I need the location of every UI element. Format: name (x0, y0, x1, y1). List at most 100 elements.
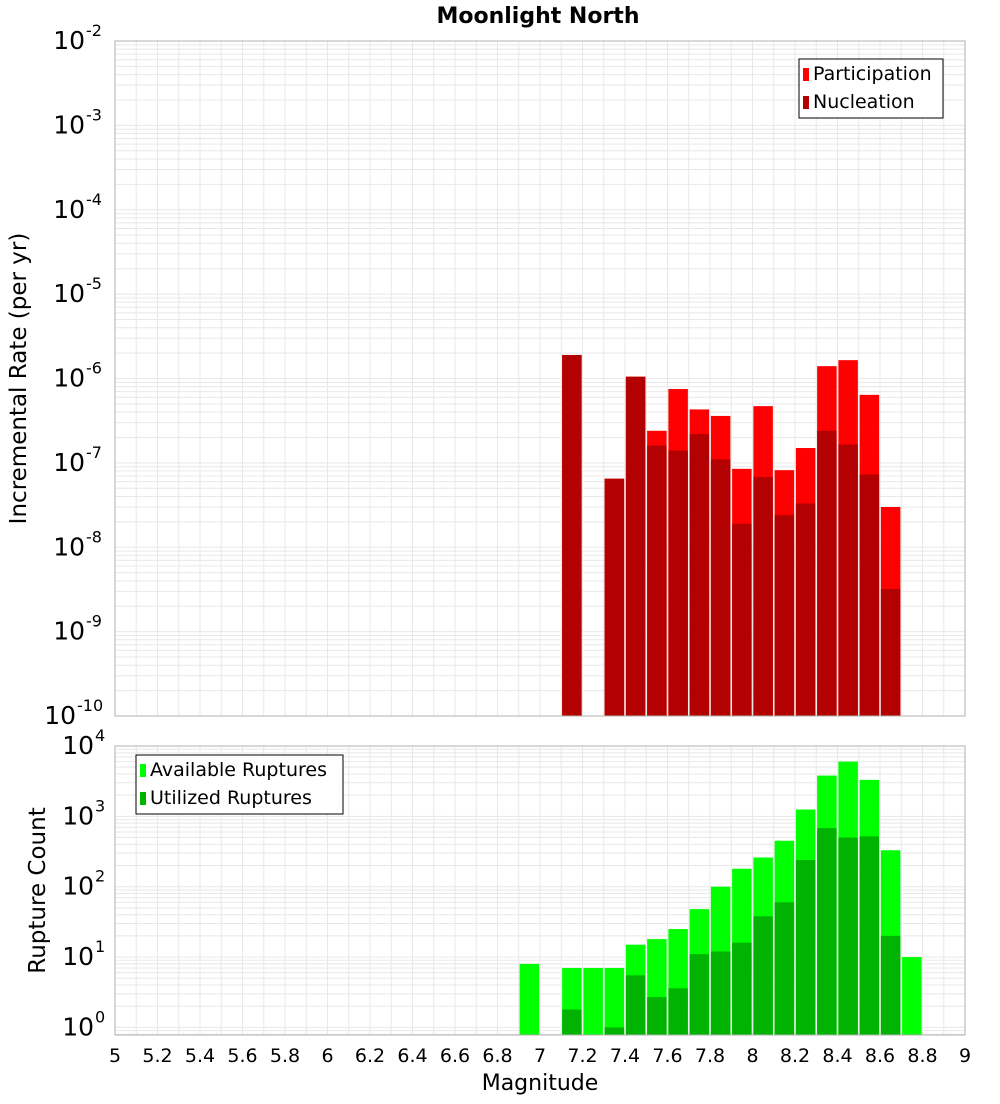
y-tick-base: 10 (53, 532, 85, 561)
x-tick-label: 7 (534, 1045, 546, 1067)
bar-utilized-ruptures (625, 975, 646, 1035)
y-axis-label: Incremental Rate (per yr) (6, 233, 32, 525)
legend-label: Nucleation (813, 91, 915, 113)
x-tick-label: 7.4 (610, 1045, 640, 1067)
y-tick-label: 10 -4 (53, 190, 102, 224)
y-tick-exponent: -7 (86, 443, 102, 462)
y-axis-label: Rupture Count (25, 807, 51, 973)
bar-utilized-ruptures (838, 837, 858, 1035)
y-tick-label: 10 3 (62, 796, 105, 830)
bar-nucleation (562, 354, 582, 716)
y-tick-base: 10 (44, 701, 76, 730)
bar-nucleation (774, 515, 795, 716)
x-tick-label: 8.2 (780, 1045, 810, 1067)
x-tick-label: 6.2 (355, 1045, 385, 1067)
y-tick-label: 10 -8 (53, 527, 102, 561)
y-tick-label: 10 -9 (53, 612, 102, 646)
bar-utilized-ruptures (689, 954, 710, 1035)
bar-utilized-ruptures (562, 1009, 582, 1035)
bar-utilized-ruptures (880, 935, 901, 1035)
x-tick-label: 5.8 (270, 1045, 300, 1067)
x-tick-label: 7.2 (567, 1045, 597, 1067)
y-tick-label: 10 -6 (53, 359, 102, 393)
y-tick-base: 10 (53, 279, 85, 308)
y-tick-label: 10 -5 (53, 274, 102, 308)
x-tick-label: 5.2 (142, 1045, 172, 1067)
y-tick-base: 10 (53, 448, 85, 477)
x-tick-label: 8 (746, 1045, 758, 1067)
bar-nucleation (604, 478, 625, 716)
bar-nucleation (838, 444, 858, 716)
bar-utilized-ruptures (859, 836, 880, 1035)
bar-nucleation (625, 376, 646, 716)
bar-nucleation (817, 430, 837, 716)
series-2-bars (562, 828, 901, 1035)
x-tick-label: 8.6 (865, 1045, 895, 1067)
legend: Available Ruptures Utilized Ruptures (135, 754, 344, 815)
x-tick-label: 7.8 (695, 1045, 725, 1067)
bar-available-ruptures (902, 957, 922, 1035)
y-tick-exponent: -6 (86, 359, 102, 378)
series-2-bars (562, 354, 901, 716)
bar-nucleation (689, 433, 710, 716)
chart-panel-1: 10-210-310-410-510-610-710-810-910 -10Inc… (6, 4, 966, 730)
x-axis-label: Magnitude (482, 1071, 599, 1096)
bar-nucleation (795, 503, 816, 716)
y-tick-base: 10 (53, 195, 85, 224)
y-tick-label: 10 -3 (53, 105, 102, 139)
y-tick-label: 10 1 (62, 937, 105, 971)
legend-swatch (140, 792, 146, 805)
x-tick-label: 5 (109, 1045, 121, 1067)
y-tick-base: 10 (53, 110, 85, 139)
bar-nucleation (732, 523, 752, 716)
legend-swatch (803, 68, 809, 81)
legend-label: Participation (813, 63, 932, 85)
bar-utilized-ruptures (647, 997, 667, 1035)
legend-box (135, 754, 344, 815)
bar-nucleation (647, 445, 667, 716)
y-tick-base: 10 (53, 364, 85, 393)
y-tick-exponent: 3 (95, 796, 105, 815)
y-tick-exponent: -8 (86, 527, 102, 546)
bar-nucleation (710, 459, 731, 716)
y-tick-exponent: 4 (95, 726, 105, 745)
x-tick-label: 8.8 (907, 1045, 937, 1067)
bar-utilized-ruptures (668, 988, 688, 1035)
y-tick-base: 10 (62, 942, 94, 971)
y-tick-label: 10 -7 (53, 443, 102, 477)
bar-available-ruptures (583, 967, 603, 1035)
bar-utilized-ruptures (732, 942, 752, 1035)
legend-swatch (803, 96, 809, 109)
legend-label: Available Ruptures (150, 759, 327, 781)
y-tick-base: 10 (53, 617, 85, 646)
bar-nucleation (753, 477, 773, 716)
grid-lines (114, 41, 966, 717)
y-tick-label: 10 2 (62, 867, 105, 901)
bar-utilized-ruptures (774, 902, 795, 1035)
y-tick-base: 10 (62, 731, 94, 760)
bar-available-ruptures (519, 963, 540, 1035)
y-tick-exponent: -9 (86, 612, 102, 631)
y-tick-exponent: 0 (95, 1007, 105, 1026)
legend-label: Utilized Ruptures (150, 787, 312, 809)
y-tick-exponent: 2 (95, 867, 105, 886)
x-tick-label: 5.6 (227, 1045, 257, 1067)
y-tick-exponent: -4 (86, 190, 102, 209)
legend-swatch (140, 764, 146, 777)
x-tick-label: 6.8 (482, 1045, 512, 1067)
y-tick-label: 10 4 (62, 726, 105, 760)
x-tick-label: 6.4 (397, 1045, 427, 1067)
x-tick-label: 5.4 (185, 1045, 215, 1067)
bar-nucleation (859, 474, 880, 716)
bar-nucleation (880, 589, 901, 716)
legend-box (798, 58, 944, 119)
chart-title: Moonlight North (436, 4, 639, 29)
bar-utilized-ruptures (604, 1027, 625, 1035)
plot-frame (114, 40, 966, 717)
y-tick-base: 10 (62, 872, 94, 901)
y-tick-base: 10 (62, 1012, 94, 1041)
x-tick-label: 7.6 (652, 1045, 682, 1067)
